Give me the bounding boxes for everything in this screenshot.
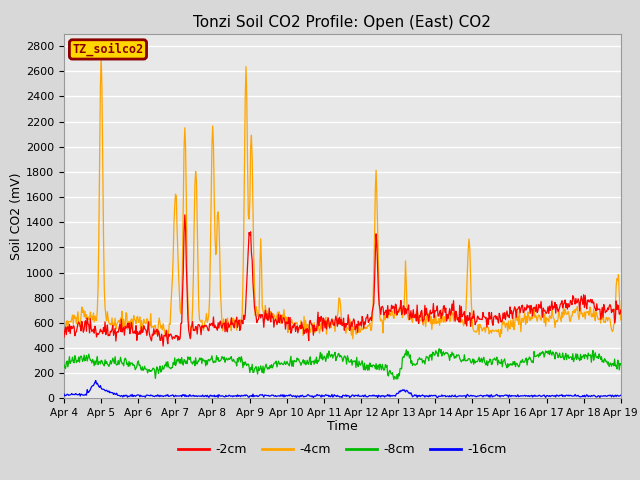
X-axis label: Time: Time [327,420,358,432]
Text: TZ_soilco2: TZ_soilco2 [72,43,143,56]
Legend: -2cm, -4cm, -8cm, -16cm: -2cm, -4cm, -8cm, -16cm [173,438,512,461]
Title: Tonzi Soil CO2 Profile: Open (East) CO2: Tonzi Soil CO2 Profile: Open (East) CO2 [193,15,492,30]
Y-axis label: Soil CO2 (mV): Soil CO2 (mV) [10,172,23,260]
